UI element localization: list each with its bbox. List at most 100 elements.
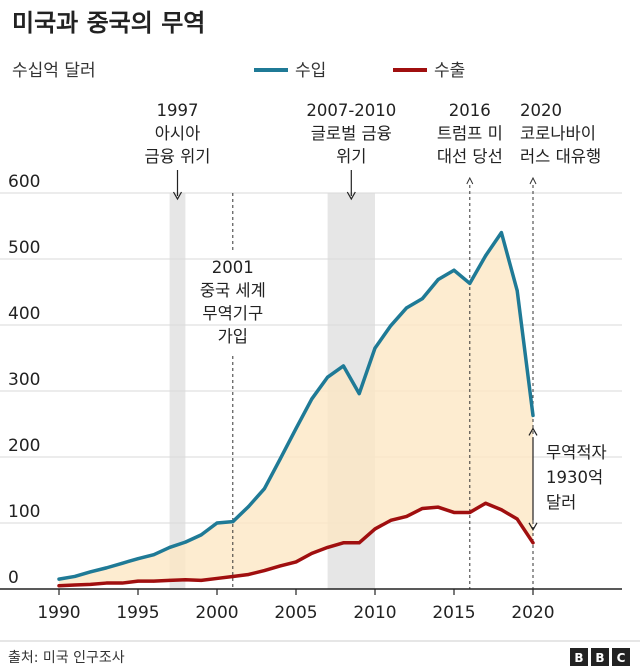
bbc-logo-letter-1: B: [595, 651, 604, 665]
x-tick-label-1995: 1995: [116, 603, 159, 623]
point-exports-1995: [136, 579, 140, 583]
source-note: 출처: 미국 인구조사: [8, 650, 125, 666]
point-exports-1999: [199, 578, 203, 582]
point-exports-2015: [452, 510, 456, 514]
y-tick-label-300: 300: [8, 370, 40, 390]
point-exports-2004: [278, 564, 282, 568]
period-label-1-line-0: 2007-2010: [306, 101, 396, 120]
point-exports-2007: [326, 545, 330, 549]
y-tick-label-500: 500: [8, 238, 40, 258]
point-exports-2001: [231, 574, 235, 578]
period-label-0-line-2: 금융 위기: [145, 147, 211, 166]
point-exports-1992: [89, 582, 93, 586]
deficit-label-line-1: 1930억: [546, 468, 603, 487]
event-label-2016-line-0: 2016: [449, 101, 491, 120]
legend: 수입 수출: [254, 61, 465, 81]
bbc-logo-block-0: [570, 648, 588, 666]
bbc-logo-letter-2: C: [617, 651, 626, 665]
point-exports-2009: [357, 541, 361, 545]
y-tick-label-600: 600: [8, 172, 40, 192]
point-imports-2000: [215, 521, 219, 525]
point-exports-2016: [468, 510, 472, 514]
point-imports-2020: [531, 413, 535, 417]
x-tick-label-2010: 2010: [353, 603, 396, 623]
point-exports-2003: [262, 569, 266, 573]
y-tick-label-0: 0: [8, 568, 19, 588]
event-label-2001-line-2: 무역기구: [202, 304, 263, 323]
point-exports-1994: [120, 581, 124, 585]
point-imports-2015: [452, 268, 456, 272]
point-exports-2012: [405, 514, 409, 518]
deficit-label-line-0: 무역적자: [546, 443, 607, 462]
bbc-logo-letter-0: B: [574, 651, 583, 665]
point-imports-1994: [120, 561, 124, 565]
point-exports-2013: [420, 506, 424, 510]
point-imports-2006: [310, 397, 314, 401]
point-imports-2017: [484, 254, 488, 258]
y-tick-label-400: 400: [8, 304, 40, 324]
point-exports-2010: [373, 527, 377, 531]
point-exports-2002: [247, 572, 251, 576]
x-tick-label-2020: 2020: [511, 603, 554, 623]
period-label-1-line-2: 위기: [336, 147, 366, 166]
point-exports-2020: [531, 541, 535, 545]
point-exports-2017: [484, 501, 488, 505]
period-arrowhead-1: [346, 191, 356, 201]
point-imports-2001: [231, 520, 235, 524]
point-imports-2009: [357, 392, 361, 396]
x-tick-label-1990: 1990: [37, 603, 80, 623]
point-imports-2013: [420, 297, 424, 301]
event-arrowhead-2016: [466, 176, 474, 185]
point-imports-1999: [199, 533, 203, 537]
point-imports-2011: [389, 324, 393, 328]
point-imports-1990: [57, 577, 61, 581]
point-exports-1993: [104, 581, 108, 585]
deficit-arrow-top: [528, 427, 538, 436]
point-imports-1996: [152, 553, 156, 557]
point-imports-1997: [168, 545, 172, 549]
event-label-2001-line-1: 중국 세계: [200, 281, 266, 300]
point-exports-1991: [73, 583, 77, 587]
y-axis-unit: 수십억 달러: [12, 61, 96, 81]
point-imports-2016: [468, 281, 472, 285]
event-label-2016-line-2: 대선 당선: [437, 147, 503, 166]
deficit-label-line-2: 달러: [546, 493, 576, 512]
point-exports-2006: [310, 551, 314, 555]
point-imports-2004: [278, 457, 282, 461]
event-markers: [232, 176, 537, 589]
point-exports-2000: [215, 576, 219, 580]
point-imports-2007: [326, 375, 330, 379]
deficit-area: [59, 232, 533, 586]
point-exports-1997: [168, 578, 172, 582]
point-imports-2010: [373, 346, 377, 350]
y-tick-label-100: 100: [8, 502, 40, 522]
period-label-0-line-1: 아시아: [155, 124, 201, 143]
event-label-2001-line-0: 2001: [212, 258, 254, 277]
point-exports-2014: [436, 505, 440, 509]
point-exports-1996: [152, 579, 156, 583]
x-tick-label-2000: 2000: [195, 603, 238, 623]
event-label-2020-line-2: 러스 대유행: [520, 147, 601, 166]
point-exports-2019: [515, 517, 519, 521]
legend-label-exports: 수출: [434, 61, 465, 81]
period-arrowhead-0: [172, 191, 183, 201]
point-imports-2008: [341, 364, 345, 368]
period-label-1-line-1: 글로벌 금융: [311, 124, 392, 143]
point-exports-1990: [57, 584, 61, 588]
period-label-0-line-0: 1997: [157, 101, 199, 120]
point-imports-1993: [104, 566, 108, 570]
event-label-2020-line-1: 코로나바이: [520, 124, 596, 143]
x-axis: 1990 1995 2000 2005 2010 2015 2020: [0, 588, 640, 642]
point-imports-1992: [89, 570, 93, 574]
point-imports-2002: [247, 505, 251, 508]
y-tick-label-200: 200: [8, 436, 40, 456]
deficit-arrow-bottom: [528, 522, 538, 532]
point-exports-2011: [389, 518, 393, 522]
event-label-2020-line-0: 2020: [520, 101, 562, 120]
point-exports-2008: [341, 541, 345, 545]
event-arrowhead-2020: [529, 176, 537, 185]
bbc-logo-block-1: [591, 648, 609, 666]
